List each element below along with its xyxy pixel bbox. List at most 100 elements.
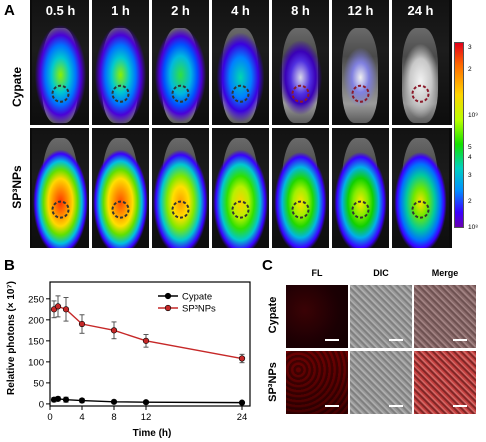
x-tick-label: 4 [79,412,84,423]
mouse-image-cell: 24 h [392,0,449,125]
fluorescence-signal [32,0,89,125]
tumor-circle [291,84,310,103]
legend-label: Cypate [182,292,212,303]
tumor-circle [51,84,70,103]
cell-divider [89,128,92,248]
x-tick-label: 8 [111,412,116,423]
scale-bar [389,405,403,407]
colorbar-tick-label: 3 [468,44,472,51]
mouse-image-cell: 1 h [92,0,149,125]
mouse-image-cell: 4 h [212,0,269,125]
tumor-marker [351,84,370,103]
data-point [78,320,86,328]
mouse-image-cell [392,128,449,248]
tumor-marker [171,84,190,103]
tumor-circle [291,200,310,219]
data-point [78,397,86,404]
cell-divider [209,0,212,125]
column-label-dic: DIC [373,268,389,278]
tumor-marker [411,84,430,103]
mouse-image-cell: 8 h [272,0,329,125]
tumor-marker [411,200,430,219]
y-tick-label: 200 [28,315,44,326]
micrograph-fl-sp3nps [286,351,348,414]
micrograph-merge-cypate [414,285,476,348]
data-point [238,355,246,362]
colorbar-tick-label: 5 [468,144,472,151]
x-axis-title: Time (h) [133,428,172,439]
data-point [54,303,62,310]
time-label: 2 h [171,3,190,18]
legend-marker [164,304,172,312]
y-tick-label: 50 [33,378,44,389]
imaging-row-cypate: 0.5 h 1 h 2 h 4 h 8 h 12 h 24 h [30,0,452,125]
x-tick-label: 0 [47,412,52,423]
colorbar-tick-label: 4 [468,154,472,161]
cell-divider [389,128,392,248]
mouse-image-cell: 12 h [332,0,389,125]
colorbar-tick-label: 10⁹ [468,112,479,119]
column-label-merge: Merge [431,268,459,278]
data-point [110,327,118,334]
tumor-circle [231,200,250,219]
fluorescence-signal [92,0,149,125]
data-point [142,399,150,406]
tumor-circle [171,200,190,219]
tumor-marker [111,200,130,219]
cell-divider [329,128,332,248]
micrograph-dic-cypate [350,285,412,348]
tumor-marker [51,84,70,103]
cell-divider [269,0,272,125]
fluorescence-signal [212,0,269,125]
data-point [238,399,246,406]
cell-divider [329,0,332,125]
tumor-marker [111,84,130,103]
data-point [62,396,70,403]
cell-divider [269,128,272,248]
fluorescence-signal [212,128,269,248]
y-tick-label: 150 [28,336,44,347]
tumor-circle [51,200,70,219]
time-label: 12 h [347,3,374,18]
mouse-image-cell [32,128,89,248]
mouse-image-cell: 2 h [152,0,209,125]
micrograph-fl-cypate [286,285,348,348]
cell-divider [89,0,92,125]
tumor-circle [171,84,190,103]
x-tick-label: 24 [237,412,248,423]
time-label: 1 h [111,3,130,18]
fluorescence-signal [272,128,329,248]
tumor-circle [351,84,370,103]
plot-frame [49,281,251,407]
cell-divider [149,0,152,125]
scale-bar [453,405,467,407]
legend-marker [164,292,172,300]
tumor-marker [51,200,70,219]
tumor-circle [111,84,130,103]
micrograph-dic-sp3nps [350,351,412,414]
panel-b-letter: B [4,257,15,274]
y-tick-label: 0 [39,399,44,410]
fluorescence-signal [332,128,389,248]
tumor-marker [171,200,190,219]
tumor-marker [291,200,310,219]
tumor-marker [231,200,250,219]
tumor-marker [291,84,310,103]
y-tick-label: 100 [28,357,44,368]
scale-bar [389,339,403,341]
legend-label: SP³NPs [182,304,216,315]
tumor-marker [351,200,370,219]
panel-a-letter: A [4,2,15,19]
y-tick-label: 250 [28,294,44,305]
mouse-image-cell [332,128,389,248]
cell-divider [149,128,152,248]
mouse-image-cell: 0.5 h [32,0,89,125]
fluorescence-signal [152,0,209,125]
tumor-circle [111,200,130,219]
mouse-image-cell [152,128,209,248]
scale-bar [325,405,339,407]
scale-bar [453,339,467,341]
colorbar-tick-label: 3 [468,172,472,179]
time-label: 4 h [231,3,250,18]
fluorescence-signal [272,0,329,125]
